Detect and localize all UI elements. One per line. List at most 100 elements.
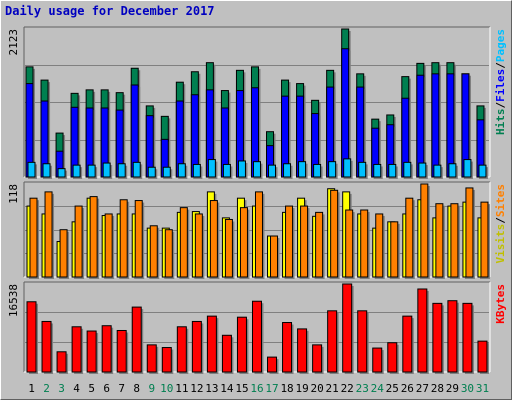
pages-bar-day-8 [132, 161, 141, 178]
x-tick-label-day-22: 22 [341, 382, 354, 395]
panel-3-ymax-label: 16538 [7, 284, 20, 317]
kbytes-bar-day-9 [146, 344, 157, 373]
pages-bar-day-9 [147, 166, 156, 178]
sites-bar-day-11 [179, 207, 188, 278]
kbytes-bar-day-24 [372, 347, 383, 373]
kbytes-bar-day-26 [402, 315, 413, 373]
files-bar-day-27 [416, 74, 425, 178]
x-tick-label-day-4: 4 [73, 382, 80, 395]
panel-1-ymax-label: 2123 [7, 29, 20, 56]
kbytes-bar-day-5 [86, 330, 97, 373]
x-tick-label-day-20: 20 [311, 382, 324, 395]
x-tick-label-day-21: 21 [326, 382, 339, 395]
pages-bar-day-1 [27, 161, 36, 178]
sites-bar-day-26 [405, 197, 414, 278]
x-tick-label-day-11: 11 [175, 382, 188, 395]
pages-bar-day-2 [42, 163, 51, 178]
kbytes-bar-day-16 [251, 300, 262, 373]
sites-bar-day-17 [270, 235, 279, 278]
kbytes-bar-day-30 [462, 302, 473, 373]
kbytes-bar-day-28 [432, 302, 443, 373]
x-tick-label-day-29: 29 [446, 382, 459, 395]
kbytes-bar-day-12 [191, 320, 202, 373]
sites-bar-day-5 [89, 196, 98, 278]
sites-bar-day-2 [44, 191, 53, 278]
pages-bar-day-21 [328, 161, 337, 178]
pages-bar-day-23 [358, 161, 367, 178]
sites-bar-day-19 [300, 205, 309, 278]
x-tick-label-day-23: 23 [356, 382, 369, 395]
kbytes-bar-day-7 [116, 329, 127, 373]
kbytes-bar-day-23 [357, 310, 368, 373]
kbytes-bar-day-27 [417, 288, 428, 373]
pages-bar-day-6 [102, 162, 111, 178]
kbytes-bar-day-11 [176, 326, 187, 373]
pages-bar-day-14 [222, 163, 231, 178]
sites-bar-day-13 [209, 200, 218, 278]
kbytes-bar-day-2 [41, 320, 52, 373]
sites-bar-day-10 [164, 229, 173, 278]
kbytes-bar-day-17 [267, 356, 278, 373]
x-tick-label-day-8: 8 [133, 382, 140, 395]
legend-slash: / [494, 102, 507, 109]
sites-bar-day-15 [239, 207, 248, 278]
x-tick-label-day-13: 13 [205, 382, 218, 395]
sites-bar-day-1 [29, 197, 38, 278]
pages-bar-day-13 [207, 159, 216, 178]
pages-bar-day-18 [283, 163, 292, 178]
sites-bar-day-14 [224, 218, 233, 278]
sites-bar-day-18 [285, 205, 294, 278]
sites-bar-day-23 [360, 209, 369, 278]
x-tick-label-day-6: 6 [103, 382, 110, 395]
pages-bar-day-17 [268, 164, 277, 178]
kbytes-bar-day-21 [327, 310, 338, 373]
pages-bar-day-20 [313, 163, 322, 178]
kbytes-bar-day-22 [342, 283, 353, 373]
sites-bar-day-3 [59, 229, 68, 278]
chart-title: Daily usage for December 2017 [5, 4, 215, 18]
sites-bar-day-22 [345, 209, 354, 278]
legend-hits: Hits [494, 109, 507, 136]
sites-bar-day-12 [194, 213, 203, 278]
x-tick-label-day-2: 2 [43, 382, 50, 395]
pages-bar-day-7 [117, 163, 126, 178]
panel-2-ymax-label: 118 [7, 184, 20, 204]
files-bar-day-28 [431, 73, 440, 178]
legend-visits: Visits [494, 224, 507, 264]
panel-1-legend: Hits/Files/Pages [494, 29, 507, 135]
x-tick-label-day-17: 17 [265, 382, 278, 395]
legend-slash: / [494, 217, 507, 224]
sites-bar-day-4 [74, 205, 83, 278]
sites-bar-day-30 [465, 187, 474, 278]
x-tick-label-day-12: 12 [190, 382, 203, 395]
pages-bar-day-11 [177, 163, 186, 178]
pages-bar-day-29 [448, 163, 457, 178]
legend-slash: / [494, 62, 507, 69]
sites-bar-day-25 [390, 221, 399, 278]
pages-bar-day-27 [418, 162, 427, 178]
x-tick-label-day-25: 25 [386, 382, 399, 395]
kbytes-bar-day-15 [236, 316, 247, 373]
sites-bar-day-21 [330, 189, 339, 278]
x-tick-label-day-24: 24 [371, 382, 385, 395]
kbytes-bar-day-13 [206, 315, 217, 373]
pages-bar-day-16 [252, 161, 261, 178]
x-tick-label-day-27: 27 [416, 382, 429, 395]
kbytes-bar-day-6 [101, 325, 112, 373]
pages-bar-day-26 [403, 161, 412, 178]
kbytes-bar-day-3 [56, 351, 67, 373]
kbytes-bar-day-19 [297, 328, 308, 373]
x-tick-label-day-26: 26 [401, 382, 414, 395]
sites-bar-day-29 [450, 203, 459, 278]
pages-bar-day-4 [72, 164, 81, 178]
x-tick-label-day-1: 1 [28, 382, 35, 395]
pages-bar-day-25 [388, 163, 397, 178]
kbytes-bar-day-25 [387, 342, 398, 373]
pages-bar-day-12 [192, 163, 201, 178]
kbytes-bar-day-29 [447, 300, 458, 373]
sites-bar-day-9 [149, 225, 158, 278]
kbytes-bar-day-14 [221, 334, 232, 373]
sites-bar-day-7 [119, 199, 128, 278]
sites-bar-day-6 [104, 213, 113, 278]
